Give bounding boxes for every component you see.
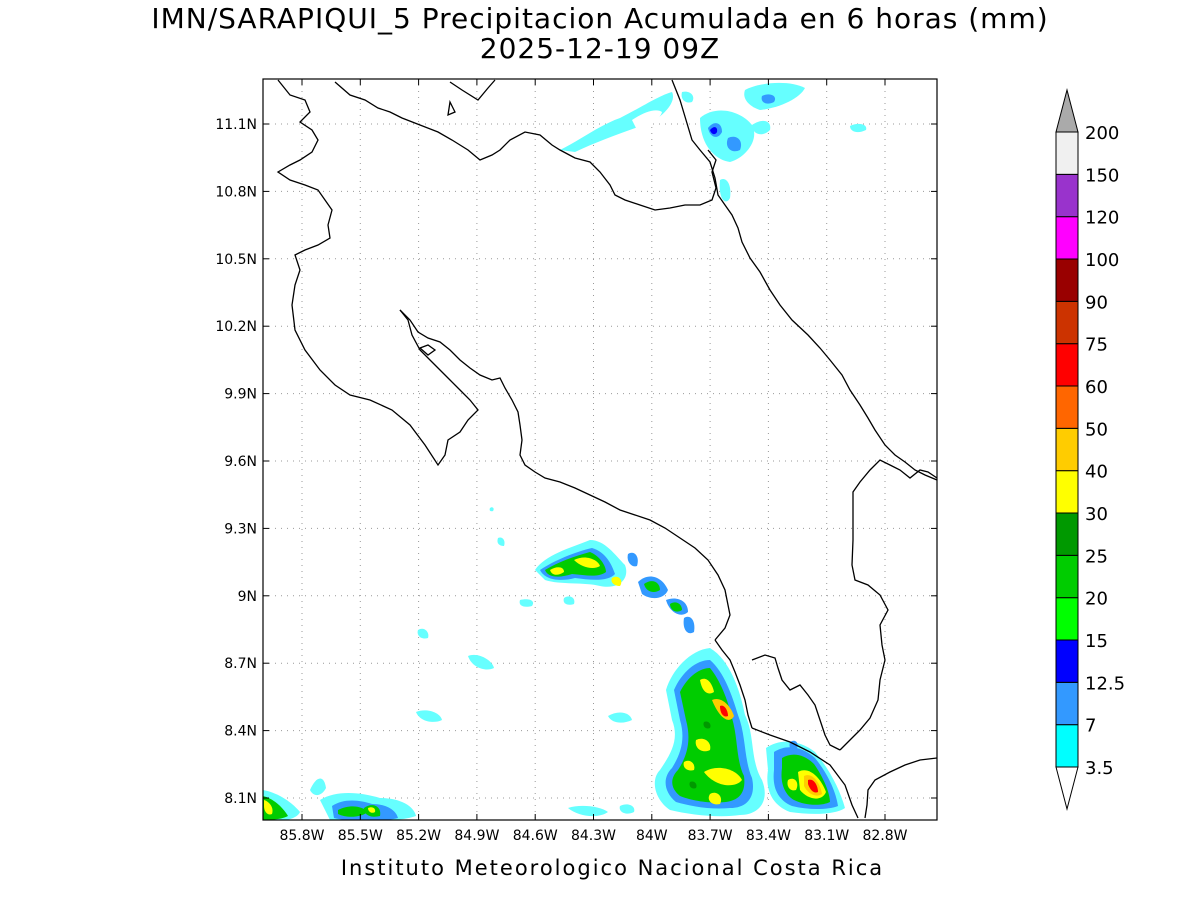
colorbar-level-label: 200 (1085, 123, 1119, 144)
costa-rica-panama-border (751, 727, 859, 819)
colorbar-level-label: 150 (1085, 165, 1119, 186)
lat-tick-label: 8.1N (224, 791, 257, 807)
lon-tick-label: 85.8W (279, 828, 324, 844)
lon-tick-label: 83.7W (688, 828, 733, 844)
precip-cluster-north (560, 82, 867, 202)
lon-tick-label: 84W (636, 828, 668, 844)
osa-peninsula-coast (714, 639, 753, 729)
lat-tick-label: 9.6N (224, 454, 257, 470)
colorbar-swatch (1055, 216, 1079, 260)
colorbar-swatch (1055, 681, 1079, 726)
lat-tick-label: 9N (238, 589, 257, 605)
colorbar-level-label: 60 (1085, 377, 1108, 398)
colorbar-swatch (1055, 639, 1079, 683)
colorbar-swatch (1055, 427, 1079, 472)
colorbar-level-label: 3.5 (1085, 758, 1114, 779)
lon-tick-label: 84.3W (571, 828, 616, 844)
colorbar-legend: 3.5 7 12.5 15 20 25 30 40 50 60 75 90 100 120 150 200 (1055, 88, 1125, 811)
map-plot-area: 85.8W 85.5W 85.2W 84.9W 84.6W 84.3W 84W 83.7W 83… (215, 78, 938, 844)
lon-tick-label: 85.2W (396, 828, 441, 844)
nicaragua-costa-rica-border (334, 81, 717, 211)
lat-tick-label: 10.2N (215, 319, 257, 335)
colorbar-level-label: 12.5 (1085, 673, 1125, 694)
colorbar-swatch (1055, 470, 1079, 514)
lon-tick-label: 82.8W (862, 828, 907, 844)
colorbar-level-label: 75 (1085, 335, 1108, 356)
lat-tick-label: 9.9N (224, 387, 257, 403)
colorbar-level-label: 40 (1085, 462, 1108, 483)
lon-tick-label: 85.5W (338, 828, 383, 844)
lat-tick-label: 11.1N (215, 117, 257, 133)
caribbean-coast (671, 79, 937, 481)
nicaragua-pacific-coast (276, 79, 479, 467)
colorbar-swatch (1055, 724, 1079, 768)
colorbar-swatch (1055, 554, 1079, 599)
colorbar-swatch (1055, 343, 1079, 387)
colorbar-swatch (1055, 300, 1079, 345)
lat-tick-label: 8.7N (224, 656, 257, 672)
colorbar-swatch (1055, 597, 1079, 641)
colorbar-level-label: 100 (1085, 250, 1119, 271)
lon-tick-label: 84.9W (454, 828, 499, 844)
colorbar-swatch (1055, 385, 1079, 429)
axis-ticks: 85.8W 85.5W 85.2W 84.9W 84.6W 84.3W 84W 83.7W 83… (215, 79, 937, 844)
colorbar-swatch (1055, 258, 1079, 302)
colorbar-swatch (1055, 173, 1079, 218)
map-title: IMN/SARAPIQUI_5 Precipitacion Acumulada … (151, 2, 1049, 35)
precip-cluster-central (416, 507, 695, 723)
colorbar-level-label: 20 (1085, 589, 1108, 610)
panama-coast (839, 459, 937, 751)
golfo-dulce-coast (751, 654, 841, 751)
map-subtitle-date: 2025-12-19 09Z (479, 32, 721, 65)
colorbar-level-label: 90 (1085, 292, 1108, 313)
lon-tick-label: 83.1W (804, 828, 849, 844)
map-gridlines (263, 79, 937, 820)
colorbar-level-label: 50 (1085, 419, 1108, 440)
lat-tick-label: 10.8N (215, 184, 257, 200)
lake-island (447, 99, 456, 117)
precip-cluster-south (568, 648, 845, 817)
lat-tick-label: 10.5N (215, 252, 257, 268)
nicoya-gulf-coast (399, 309, 731, 641)
colorbar-level-label: 15 (1085, 631, 1108, 652)
map-frame (262, 78, 938, 821)
panama-south-coast (864, 757, 937, 819)
lon-tick-label: 84.6W (513, 828, 558, 844)
precip-cluster-southwest (263, 778, 416, 820)
lat-tick-label: 9.3N (224, 521, 257, 537)
coastlines (276, 79, 937, 819)
lon-tick-label: 83.4W (746, 828, 791, 844)
nicoya-island (418, 344, 437, 356)
colorbar-level-label: 7 (1085, 716, 1096, 737)
precipitation-field (263, 82, 867, 820)
colorbar-level-label: 120 (1085, 208, 1119, 229)
colorbar-min-arrow (1055, 766, 1079, 811)
lat-tick-label: 8.4N (224, 724, 257, 740)
footer-credit: Instituto Meteorologico Nacional Costa R… (340, 856, 885, 880)
colorbar-max-arrow (1055, 88, 1079, 133)
colorbar-level-label: 25 (1085, 546, 1108, 567)
lake-shore (449, 79, 496, 101)
colorbar-swatch (1055, 131, 1079, 175)
colorbar-swatch (1055, 512, 1079, 556)
colorbar-level-label: 30 (1085, 504, 1108, 525)
